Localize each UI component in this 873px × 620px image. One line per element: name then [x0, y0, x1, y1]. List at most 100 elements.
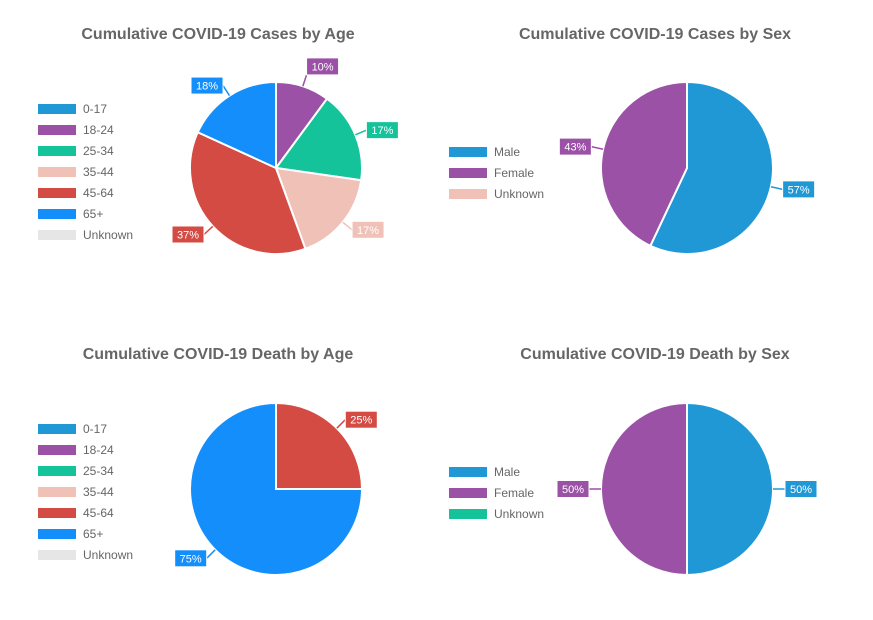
legend-label: Unknown [83, 547, 134, 562]
label-leader-line [355, 129, 367, 136]
chart-title: Cumulative COVID-19 Cases by Sex [518, 26, 792, 43]
data-label: 10% [312, 61, 334, 73]
legend-swatch [38, 208, 76, 219]
legend: Male Female Unknown [449, 141, 544, 204]
chart-death-by-sex: Cumulative COVID-19 Death by Sex Male Fem… [437, 320, 873, 620]
legend-item-18-24[interactable]: 18-24 [38, 119, 133, 140]
legend-label: 65+ [83, 526, 104, 541]
legend-label: Unknown [83, 227, 134, 242]
chart-death-by-age: Cumulative COVID-19 Death by Age 0-17 18-… [0, 320, 436, 620]
pie-slice-female[interactable] [600, 401, 688, 577]
data-label-box [784, 480, 818, 498]
legend-item-male[interactable]: Male [449, 461, 544, 482]
legend-label: 35-44 [83, 164, 114, 179]
data-label: 17% [371, 125, 393, 137]
pie-slice-25-34[interactable] [274, 97, 363, 182]
legend-swatch [449, 508, 487, 519]
legend-item-45-64[interactable]: 45-64 [38, 182, 133, 203]
legend-item-35-44[interactable]: 35-44 [38, 161, 133, 182]
data-label-box [351, 220, 385, 239]
label-leader-line [203, 225, 214, 236]
legend: 0-17 18-24 25-34 35-44 45-64 65+ Unknown [38, 418, 133, 565]
legend-item-unknown[interactable]: Unknown [449, 183, 544, 204]
legend-label: Female [494, 485, 535, 500]
label-leader-line [336, 419, 346, 429]
legend-swatch [38, 124, 76, 135]
legend-item-18-24[interactable]: 18-24 [38, 439, 133, 460]
pie-chart: 57% 43% [558, 80, 816, 255]
legend-swatch [449, 466, 487, 477]
legend-swatch [38, 229, 76, 240]
legend-item-unknown[interactable]: Unknown [449, 503, 544, 524]
legend-swatch [449, 487, 487, 498]
legend-item-25-34[interactable]: 25-34 [38, 140, 133, 161]
pie-slice-male[interactable] [686, 401, 774, 577]
legend-swatch [38, 423, 76, 434]
legend-item-65-[interactable]: 65+ [38, 523, 133, 544]
legend-label: 0-17 [83, 101, 108, 116]
legend: Male Female Unknown [449, 461, 544, 524]
legend-item-female[interactable]: Female [449, 162, 544, 183]
label-leader-line [222, 85, 231, 97]
legend-swatch [38, 444, 76, 455]
legend-item-0-17[interactable]: 0-17 [38, 98, 133, 119]
legend: 0-17 18-24 25-34 35-44 45-64 65+ Unknown [38, 98, 133, 245]
pie-slice-65-[interactable] [189, 401, 364, 576]
legend-label: 18-24 [83, 442, 114, 457]
data-label: 50% [790, 484, 812, 496]
legend-swatch [38, 465, 76, 476]
data-label-box [344, 410, 378, 429]
label-leader-line [302, 74, 308, 87]
legend-item-unknown[interactable]: Unknown [38, 224, 133, 245]
pie-slice-65-[interactable] [196, 80, 277, 170]
data-label-box [171, 225, 205, 244]
data-label: 50% [562, 484, 584, 496]
pie-chart: 25% 75% [174, 401, 378, 576]
pie-slice-35-44[interactable] [274, 166, 363, 251]
legend-label: 18-24 [83, 122, 114, 137]
legend-swatch [449, 188, 487, 199]
legend-swatch [38, 187, 76, 198]
data-label-box [782, 180, 816, 199]
legend-swatch [449, 167, 487, 178]
legend-swatch [449, 146, 487, 157]
label-leader-line [770, 186, 783, 191]
data-label: 75% [180, 553, 202, 565]
chart-cases-by-age: Cumulative COVID-19 Cases by Age 0-17 18-… [0, 0, 436, 300]
legend-item-35-44[interactable]: 35-44 [38, 481, 133, 502]
legend-item-male[interactable]: Male [449, 141, 544, 162]
legend-item-0-17[interactable]: 0-17 [38, 418, 133, 439]
legend-swatch [38, 528, 76, 539]
data-label: 17% [357, 225, 379, 237]
data-label-box [190, 76, 224, 95]
pie-slice-45-64[interactable] [189, 130, 307, 255]
legend-item-65-[interactable]: 65+ [38, 203, 133, 224]
legend-label: 45-64 [83, 185, 114, 200]
legend-label: 25-34 [83, 143, 114, 158]
legend-label: Male [494, 464, 521, 479]
label-leader-line [206, 549, 216, 559]
data-label: 57% [788, 184, 810, 196]
legend-item-unknown[interactable]: Unknown [38, 544, 133, 565]
pie-slice-female[interactable] [599, 80, 688, 248]
legend-item-25-34[interactable]: 25-34 [38, 460, 133, 481]
label-leader-line [342, 221, 353, 231]
data-label: 37% [177, 229, 199, 241]
legend-label: Unknown [494, 506, 545, 521]
legend-swatch [38, 145, 76, 156]
legend-label: Male [494, 144, 521, 159]
legend-swatch [38, 166, 76, 177]
data-label: 43% [564, 142, 586, 154]
legend-label: 0-17 [83, 421, 108, 436]
data-label-box [558, 137, 592, 156]
data-label: 25% [350, 415, 372, 427]
legend-label: 25-34 [83, 463, 114, 478]
chart-title: Cumulative COVID-19 Cases by Age [81, 26, 355, 43]
legend-swatch [38, 486, 76, 497]
legend-label: Female [494, 165, 535, 180]
data-label-box [365, 121, 399, 140]
pie-slice-male[interactable] [649, 80, 774, 255]
legend-item-female[interactable]: Female [449, 482, 544, 503]
legend-item-45-64[interactable]: 45-64 [38, 502, 133, 523]
data-label-box [306, 57, 340, 76]
